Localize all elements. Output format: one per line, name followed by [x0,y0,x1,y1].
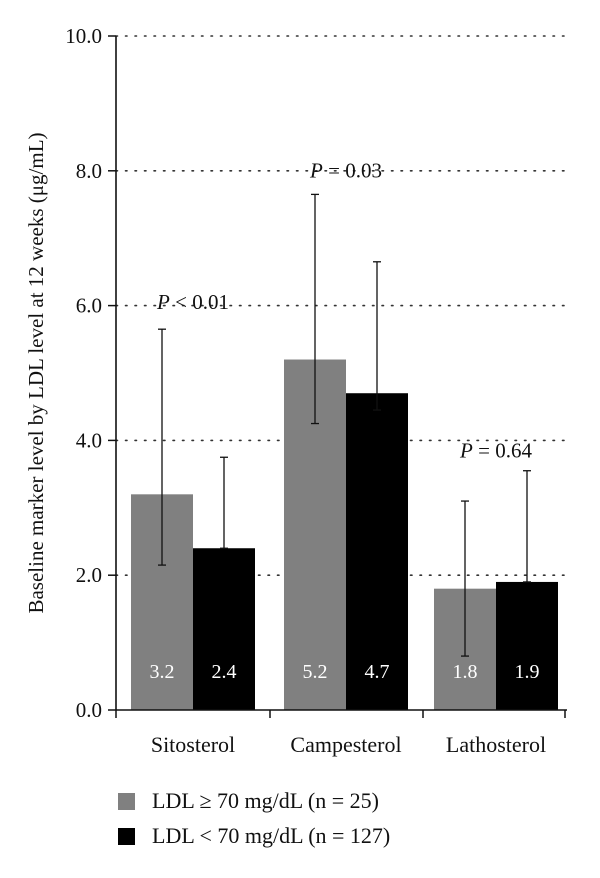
legend-label-ldl-high: LDL ≥ 70 mg/dL (n = 25) [152,788,379,813]
p-value-annotation-2: P = 0.64 [459,438,532,462]
legend-swatch-ldl-high [118,792,135,810]
p-value-annotation-0: P < 0.01 [156,290,229,314]
bar-campesterol-series-1 [346,393,408,710]
y-tick-label-1: 2.0 [76,563,102,587]
p-value-annotation-1: P = 0.03 [309,159,382,183]
legend-item-ldl-high: LDL ≥ 70 mg/dL (n = 25) [118,787,379,815]
data-label-sitosterol-series-1: 2.4 [212,661,237,683]
x-category-label-lathosterol: Lathosterol [446,732,546,757]
y-tick-label-3: 6.0 [76,294,102,318]
y-tick-label-2: 4.0 [76,428,102,452]
data-label-lathosterol-series-1: 1.9 [515,661,540,683]
y-axis-label: Baseline marker level by LDL level at 12… [24,132,48,613]
x-category-label-sitosterol: Sitosterol [151,732,235,757]
data-label-campesterol-series-1: 4.7 [365,661,390,683]
y-tick-label-0: 0.0 [76,698,102,722]
data-label-sitosterol-series-0: 3.2 [150,661,175,683]
y-tick-label-4: 8.0 [76,159,102,183]
legend-item-ldl-low: LDL < 70 mg/dL (n = 127) [118,822,390,850]
bar-sitosterol-series-1 [193,548,255,710]
legend-label-ldl-low: LDL < 70 mg/dL (n = 127) [152,823,391,848]
legend-swatch-ldl-low [118,827,135,845]
y-tick-label-5: 10.0 [65,24,102,48]
bar-lathosterol-series-1 [496,581,558,710]
data-label-lathosterol-series-0: 1.8 [453,661,478,683]
data-label-campesterol-series-0: 5.2 [303,661,328,683]
x-category-label-campesterol: Campesterol [290,732,401,757]
